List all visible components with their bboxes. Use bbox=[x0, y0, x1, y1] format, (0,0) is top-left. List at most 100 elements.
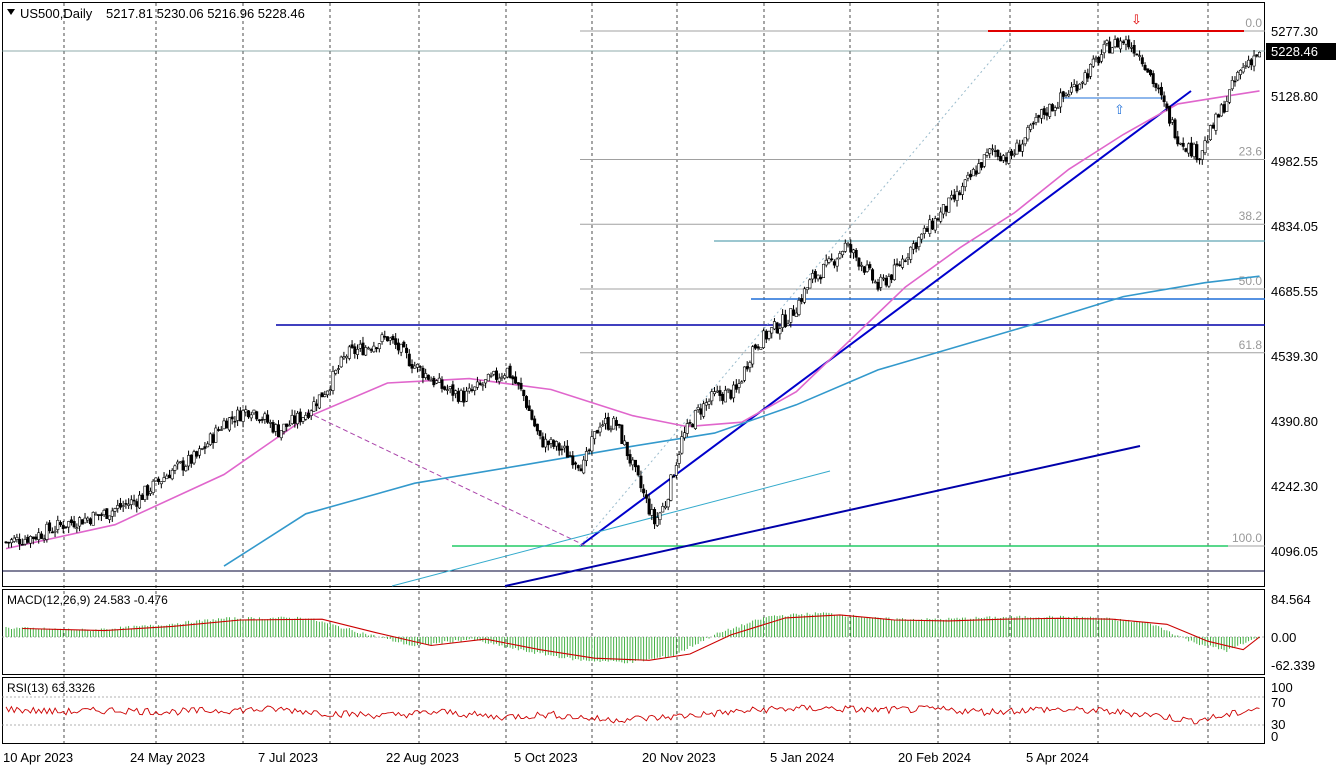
candle-body bbox=[568, 455, 572, 457]
candle-body bbox=[326, 390, 330, 396]
trendline-main[interactable] bbox=[579, 90, 1192, 547]
candle-body bbox=[522, 389, 526, 397]
candle-body bbox=[936, 218, 940, 221]
candle-body bbox=[1110, 47, 1114, 54]
candle-body bbox=[1042, 108, 1046, 115]
candle-body bbox=[26, 536, 30, 543]
candle-body bbox=[34, 536, 38, 540]
candle-body bbox=[339, 356, 343, 368]
candle-body bbox=[266, 414, 270, 423]
candle-body bbox=[99, 514, 103, 516]
candle-body bbox=[1001, 155, 1005, 161]
candle-body bbox=[903, 260, 907, 262]
price-axis: 5277.30 5128.80 4982.55 4834.05 4685.55 … bbox=[1266, 24, 1336, 559]
candle-body bbox=[860, 264, 864, 267]
price-tick: 4242.30 bbox=[1271, 479, 1318, 494]
candle-body bbox=[301, 417, 305, 422]
candle-body bbox=[83, 517, 87, 524]
candle-body bbox=[974, 170, 978, 175]
candle-body bbox=[1029, 124, 1033, 130]
candle-body bbox=[124, 503, 128, 505]
candle-body bbox=[323, 394, 327, 397]
candle-body bbox=[1151, 73, 1155, 85]
candle-body bbox=[118, 503, 122, 508]
cyan-trendline[interactable] bbox=[391, 470, 831, 587]
candle-body bbox=[770, 327, 774, 334]
candle-body bbox=[396, 342, 400, 351]
candle-body bbox=[871, 269, 875, 281]
candle-body bbox=[999, 156, 1003, 162]
candle-body bbox=[293, 415, 297, 424]
candle-body bbox=[732, 384, 736, 399]
candle-body bbox=[165, 475, 169, 480]
candle-body bbox=[1113, 39, 1117, 48]
candle-body bbox=[358, 343, 362, 349]
candle-body bbox=[138, 494, 142, 509]
candle-body bbox=[296, 412, 300, 425]
candle-body bbox=[712, 391, 716, 395]
candle-body bbox=[846, 243, 850, 246]
candle-body bbox=[247, 410, 251, 418]
dropdown-triangle-icon[interactable] bbox=[7, 9, 15, 15]
candle-body bbox=[582, 459, 586, 474]
candle-body bbox=[37, 532, 41, 540]
candle-body bbox=[552, 440, 556, 447]
candle-body bbox=[895, 263, 899, 266]
candle-body bbox=[140, 494, 144, 500]
candle-body bbox=[887, 276, 891, 287]
candle-body bbox=[742, 366, 746, 381]
candle-body bbox=[1102, 43, 1106, 54]
candle-body bbox=[663, 505, 667, 509]
candle-body bbox=[644, 494, 648, 499]
fib-diagonal[interactable] bbox=[579, 37, 1011, 547]
candle-body bbox=[274, 424, 278, 432]
candle-body bbox=[781, 314, 785, 328]
arrows: ⇩ ⇧ bbox=[1114, 12, 1142, 117]
candle-body bbox=[963, 179, 967, 188]
candle-body bbox=[1258, 51, 1262, 58]
candle-body bbox=[492, 371, 496, 375]
candle-body bbox=[214, 427, 218, 443]
candle-body bbox=[440, 379, 444, 389]
candle-body bbox=[546, 440, 550, 446]
candle-body bbox=[181, 460, 185, 471]
candle-body bbox=[1249, 59, 1253, 66]
candle-body bbox=[48, 522, 52, 532]
candle-body bbox=[399, 343, 403, 353]
candle-body bbox=[941, 204, 945, 215]
candle-body bbox=[658, 512, 662, 521]
candle-body bbox=[677, 454, 681, 464]
candle-body bbox=[1080, 81, 1084, 84]
dashed-downtrend[interactable] bbox=[306, 411, 589, 548]
candle-body bbox=[980, 162, 984, 168]
candle-body bbox=[1007, 151, 1011, 164]
candle-body bbox=[290, 414, 294, 425]
candle-body bbox=[1187, 143, 1191, 154]
arrow-down-icon: ⇩ bbox=[1131, 12, 1142, 27]
candle-body bbox=[385, 336, 389, 342]
candle-body bbox=[841, 251, 845, 256]
candle-body bbox=[873, 281, 877, 284]
candle-body bbox=[143, 485, 147, 500]
candle-body bbox=[1089, 63, 1093, 77]
candle-body bbox=[211, 434, 215, 444]
candle-body bbox=[884, 277, 888, 286]
moving-average-line[interactable] bbox=[5, 90, 1260, 550]
rsi-label: RSI(13) 63.3326 bbox=[7, 681, 95, 695]
candle-body bbox=[1132, 45, 1136, 54]
candle-body bbox=[966, 174, 970, 179]
candle-body bbox=[80, 519, 84, 525]
trendlines bbox=[306, 37, 1192, 587]
trendline-lower[interactable] bbox=[504, 445, 1141, 587]
candle-body bbox=[614, 420, 618, 426]
candle-body bbox=[364, 347, 368, 356]
moving-average-line[interactable] bbox=[223, 275, 1260, 567]
candle-body bbox=[843, 242, 847, 252]
price-tick: 4390.80 bbox=[1271, 414, 1318, 429]
candle-body bbox=[1217, 114, 1221, 118]
candle-body bbox=[222, 420, 226, 430]
candle-body bbox=[132, 499, 136, 502]
fib-level-label: 100.0 bbox=[1232, 531, 1262, 545]
